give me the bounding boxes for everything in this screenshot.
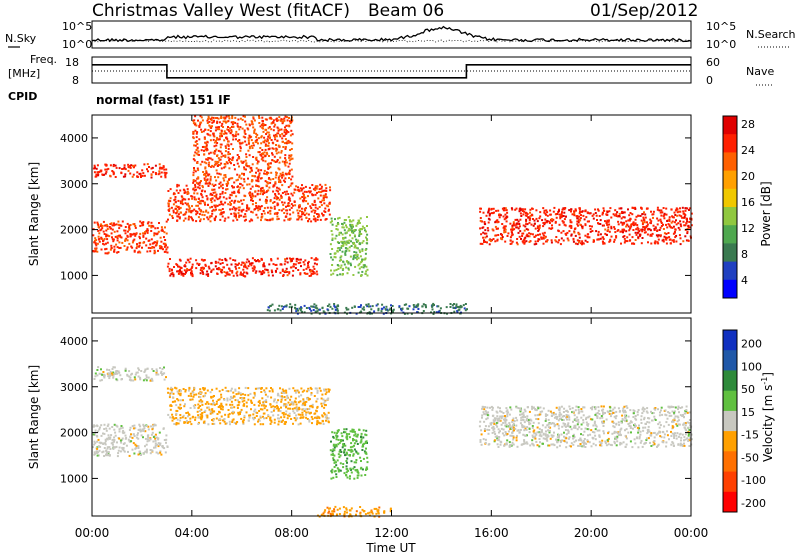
freq-label: Freq. [30, 53, 57, 66]
time-tick-4: 16:00 [474, 526, 509, 540]
velocity-colorbar: 200 100 50 15 -15 -50 -100 -200 Velocity [m s-1… [722, 329, 775, 513]
power-data [92, 115, 693, 315]
velocity-colorbar-label: Velocity [m s-1] [760, 372, 775, 462]
velocity-colorbar-tick-5: -50 [741, 451, 759, 464]
power-colorbar-tick-3: 16 [741, 196, 755, 209]
velocity-data [92, 366, 693, 518]
power-feature-1 [92, 220, 169, 255]
nave-label: Nave [746, 65, 774, 78]
power-colorbar-tick-5: 24 [741, 144, 755, 157]
nave-tick-60: 60 [706, 56, 720, 69]
vel-feature-3 [329, 428, 369, 480]
power-colorbar-tick-0: 4 [741, 274, 748, 287]
power-colorbar-swatch-0 [723, 116, 737, 135]
power-feature-7 [266, 302, 468, 315]
power-feature-3 [167, 183, 332, 223]
freq-tick-18: 18 [65, 56, 79, 69]
velocity-colorbar-swatch-0 [723, 330, 737, 351]
date-label: 01/Sep/2012 [590, 1, 698, 21]
power-colorbar-swatch-6 [723, 225, 737, 244]
time-tick-5: 20:00 [574, 526, 609, 540]
velocity-colorbar-tick-6: -100 [741, 474, 766, 487]
power-panel: 1000 2000 3000 4000 Slant Range [km] [27, 114, 693, 315]
velocity-colorbar-swatch-5 [723, 431, 737, 452]
power-colorbar-tick-2: 12 [741, 222, 755, 235]
vel-feature-0 [92, 423, 169, 458]
noise-tick-top-left: 10^5 [62, 20, 92, 33]
velocity-colorbar-swatch-7 [723, 471, 737, 493]
velocity-colorbar-tick-1: 100 [741, 360, 762, 373]
time-tick-0: 00:00 [75, 526, 110, 540]
velocity-colorbar-swatch-2 [723, 370, 737, 392]
power-colorbar-label: Power [dB] [759, 181, 773, 246]
nsky-line [91, 25, 692, 43]
velocity-colorbar-tick-4: -15 [741, 429, 759, 442]
freq-tick-8: 8 [72, 74, 79, 87]
vel-feature-2 [166, 386, 331, 426]
power-ytick-2000: 2000 [60, 224, 88, 237]
power-ytick-4000: 4000 [60, 132, 88, 145]
velocity-colorbar-swatch-8 [723, 491, 737, 513]
nsearch-label: N.Search [746, 28, 796, 41]
vel-ytick-4000: 4000 [60, 335, 88, 348]
power-feature-6 [479, 206, 693, 246]
power-colorbar-tick-4: 20 [741, 170, 755, 183]
power-feature-5 [329, 216, 369, 277]
vel-ytick-3000: 3000 [60, 381, 88, 394]
noise-tick-top-right: 10^5 [706, 20, 736, 33]
velocity-colorbar-tick-7: -200 [741, 497, 766, 510]
power-colorbar-swatch-5 [723, 207, 737, 226]
power-ytick-1000: 1000 [60, 269, 88, 282]
frequency-panel: Freq. [MHz] 18 8 60 0 Nave CPID normal (… [8, 53, 774, 107]
power-colorbar-swatch-9 [723, 279, 737, 299]
power-colorbar-swatch-2 [723, 152, 737, 172]
nave-tick-0: 0 [706, 74, 713, 87]
power-colorbar-swatch-8 [723, 261, 737, 281]
velocity-colorbar-tick-2: 50 [741, 383, 755, 396]
time-tick-1: 04:00 [175, 526, 210, 540]
freq-unit: [MHz] [8, 67, 40, 80]
velocity-colorbar-tick-3: 15 [741, 406, 755, 419]
velocity-panel: 1000 2000 3000 4000 Slant Range [km] [27, 317, 693, 518]
cpid-label: CPID [8, 90, 37, 103]
power-feature-4 [192, 115, 294, 186]
velocity-colorbar-tick-0: 200 [741, 338, 762, 351]
velocity-colorbar-swatch-4 [723, 410, 737, 432]
noise-panel: N.Sky 10^5 10^0 10^5 10^0 N.Search [5, 20, 796, 51]
power-colorbar: 4 8 12 16 20 24 28 Power [dB] [722, 115, 773, 299]
power-ytick-3000: 3000 [60, 178, 88, 191]
power-colorbar-swatch-1 [723, 134, 737, 153]
velocity-ylabel: Slant Range [km] [27, 365, 41, 469]
noise-tick-bottom-left: 10^0 [62, 38, 92, 51]
time-axis: 00:00 04:00 08:00 12:00 16:00 20:00 00:00 [75, 115, 709, 540]
cpid-text: normal (fast) 151 IF [96, 93, 231, 107]
time-tick-6: 00:00 [674, 526, 709, 540]
time-tick-2: 08:00 [274, 526, 309, 540]
power-colorbar-swatch-3 [723, 170, 737, 190]
vel-feature-5 [317, 505, 392, 518]
nsky-label: N.Sky [5, 32, 37, 45]
power-colorbar-tick-1: 8 [741, 248, 748, 261]
beam-label: Beam 06 [368, 1, 444, 21]
station-title: Christmas Valley West (fitACF) [92, 1, 350, 21]
vel-ytick-2000: 2000 [60, 427, 88, 440]
vel-ytick-1000: 1000 [60, 472, 88, 485]
velocity-colorbar-swatch-1 [723, 350, 737, 371]
power-feature-0 [92, 163, 168, 179]
velocity-colorbar-swatch-6 [723, 451, 737, 472]
time-xlabel: Time UT [365, 541, 416, 554]
time-tick-3: 12:00 [374, 526, 409, 540]
velocity-colorbar-swatch-3 [723, 390, 737, 412]
freq-line [92, 64, 691, 79]
power-colorbar-swatch-7 [723, 243, 737, 263]
noise-tick-bottom-right: 10^0 [706, 38, 736, 51]
power-ylabel: Slant Range [km] [27, 162, 41, 266]
power-colorbar-swatch-4 [723, 188, 737, 208]
vel-feature-4 [478, 405, 693, 449]
power-colorbar-tick-6: 28 [741, 118, 755, 131]
power-feature-2 [166, 257, 319, 278]
vel-feature-1 [93, 366, 167, 382]
